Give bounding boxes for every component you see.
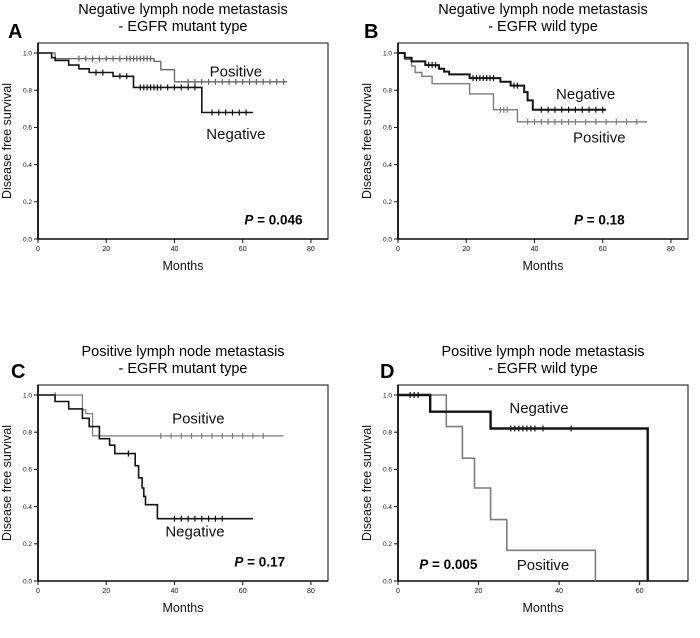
x-tick-label: 80 — [307, 246, 315, 253]
plot-frame — [397, 42, 689, 240]
curve-label-positive: Positive — [573, 130, 626, 147]
panel-letter: A — [8, 21, 23, 43]
panel-b: Negative lymph node metastasis - EGFR wi… — [350, 0, 700, 320]
curve-label-positive: Positive — [517, 557, 570, 574]
survival-curve-negative — [38, 394, 253, 520]
y-tick-label: 0.4 — [383, 504, 392, 511]
panel-title-line2: - EGFR mutant type — [118, 19, 248, 35]
panel-c: Positive lymph node metastasis - EGFR mu… — [0, 320, 350, 638]
panel-title-line1: Negative lymph node metastasis — [78, 2, 288, 18]
x-tick-label: 20 — [102, 246, 110, 253]
y-tick-label: 0.8 — [23, 88, 32, 95]
y-tick-label: 0.0 — [383, 236, 392, 243]
panel-title-line1: Positive lymph node metastasis — [441, 344, 645, 360]
panel-letter: C — [11, 361, 26, 383]
x-axis-title: Months — [523, 259, 564, 273]
y-tick-label: 0.0 — [23, 236, 32, 243]
y-tick-label: 0.8 — [383, 430, 392, 437]
y-tick-label: 0.2 — [383, 199, 392, 206]
y-tick-label: 0.0 — [383, 578, 392, 585]
x-tick-label: 40 — [171, 588, 179, 595]
x-tick-label: 60 — [599, 246, 607, 253]
panel-title-line2: - EGFR wild type — [488, 19, 598, 35]
panel-letter: D — [380, 361, 395, 383]
y-tick-label: 0.6 — [383, 125, 392, 132]
curve-label-negative: Negative — [206, 126, 265, 143]
y-tick-label: 1.0 — [383, 50, 392, 57]
x-tick-label: 0 — [396, 246, 400, 253]
x-tick-label: 20 — [102, 588, 110, 595]
panel-title-line2: - EGFR mutant type — [118, 361, 248, 377]
y-axis-title: Disease free survival — [2, 83, 14, 199]
y-tick-label: 0.4 — [23, 162, 32, 169]
x-tick-label: 60 — [239, 588, 247, 595]
km-plot-d: 0.0 0.2 0.4 0.6 0.8 1.0 0 20 40 60 Months Disease f… — [362, 384, 689, 615]
y-tick-label: 0.8 — [23, 430, 32, 437]
x-axis-title: Months — [523, 601, 564, 615]
x-tick-label: 40 — [531, 246, 539, 253]
survival-curve-positive — [398, 394, 597, 581]
y-tick-label: 0.4 — [383, 162, 392, 169]
survival-curve-positive — [38, 52, 288, 83]
y-tick-label: 0.6 — [23, 467, 32, 474]
panel-title: Negative lymph node metastasis - EGFR mu… — [38, 2, 328, 36]
x-tick-label: 40 — [171, 246, 179, 253]
survival-curve-negative — [398, 393, 649, 581]
y-tick-label: 0.2 — [23, 541, 32, 548]
x-axis-title: Months — [163, 259, 204, 273]
y-tick-label: 1.0 — [23, 50, 32, 57]
panel-title-line2: - EGFR wild type — [488, 361, 598, 377]
panel-letter: B — [364, 21, 379, 43]
x-tick-label: 0 — [36, 246, 40, 253]
y-tick-label: 0.6 — [383, 467, 392, 474]
curve-label-negative: Negative — [556, 86, 615, 103]
km-plot-c: 0.0 0.2 0.4 0.6 0.8 1.0 0 20 40 60 80 Months Disease… — [2, 384, 329, 615]
x-axis-title: Months — [163, 601, 204, 615]
y-tick-label: 0.8 — [383, 88, 392, 95]
panel-a: Negative lymph node metastasis - EGFR mu… — [0, 0, 350, 320]
panel-title-line1: Positive lymph node metastasis — [81, 344, 285, 360]
y-tick-label: 0.0 — [23, 578, 32, 585]
survival-curve-positive — [398, 52, 648, 123]
y-axis-title: Disease free survival — [362, 425, 374, 541]
x-tick-label: 80 — [307, 588, 315, 595]
p-value-label: P = 0.046 — [244, 212, 303, 227]
y-tick-label: 0.6 — [23, 125, 32, 132]
y-axis-title: Disease free survival — [2, 425, 14, 541]
p-value-label: P = 0.005 — [419, 557, 478, 572]
panel-title: Positive lymph node metastasis - EGFR wi… — [398, 344, 688, 378]
x-tick-label: 20 — [462, 246, 470, 253]
p-value-label: P = 0.17 — [234, 554, 285, 569]
y-tick-label: 0.2 — [383, 541, 392, 548]
x-tick-label: 0 — [36, 588, 40, 595]
panel-title: Positive lymph node metastasis - EGFR mu… — [38, 344, 328, 378]
km-plot-a: 0.0 0.2 0.4 0.6 0.8 1.0 0 20 40 60 80 Months Disease… — [2, 42, 329, 273]
y-axis-title: Disease free survival — [362, 83, 374, 199]
survival-curve-negative — [398, 52, 607, 111]
km-plot-b: 0.0 0.2 0.4 0.6 0.8 1.0 0 20 40 60 80 Months Disease… — [362, 42, 689, 273]
y-tick-label: 1.0 — [383, 392, 392, 399]
curve-label-negative: Negative — [165, 524, 224, 541]
x-tick-label: 60 — [239, 246, 247, 253]
p-value-label: P = 0.18 — [574, 212, 625, 227]
panel-d: Positive lymph node metastasis - EGFR wi… — [350, 320, 700, 638]
x-tick-label: 60 — [636, 588, 644, 595]
x-tick-label: 0 — [396, 588, 400, 595]
y-tick-label: 0.4 — [23, 504, 32, 511]
x-tick-label: 80 — [667, 246, 675, 253]
panel-title-line1: Negative lymph node metastasis — [438, 2, 648, 18]
y-tick-label: 0.2 — [23, 199, 32, 206]
x-tick-label: 20 — [475, 588, 483, 595]
curve-label-positive: Positive — [172, 410, 225, 427]
y-tick-label: 1.0 — [23, 392, 32, 399]
curve-label-negative: Negative — [509, 400, 568, 417]
plot-frame — [37, 42, 329, 240]
curve-label-positive: Positive — [210, 64, 263, 81]
x-tick-label: 40 — [555, 588, 563, 595]
panel-title: Negative lymph node metastasis - EGFR wi… — [398, 2, 688, 36]
survival-curve-negative — [38, 52, 253, 114]
survival-curve-positive — [38, 394, 284, 437]
